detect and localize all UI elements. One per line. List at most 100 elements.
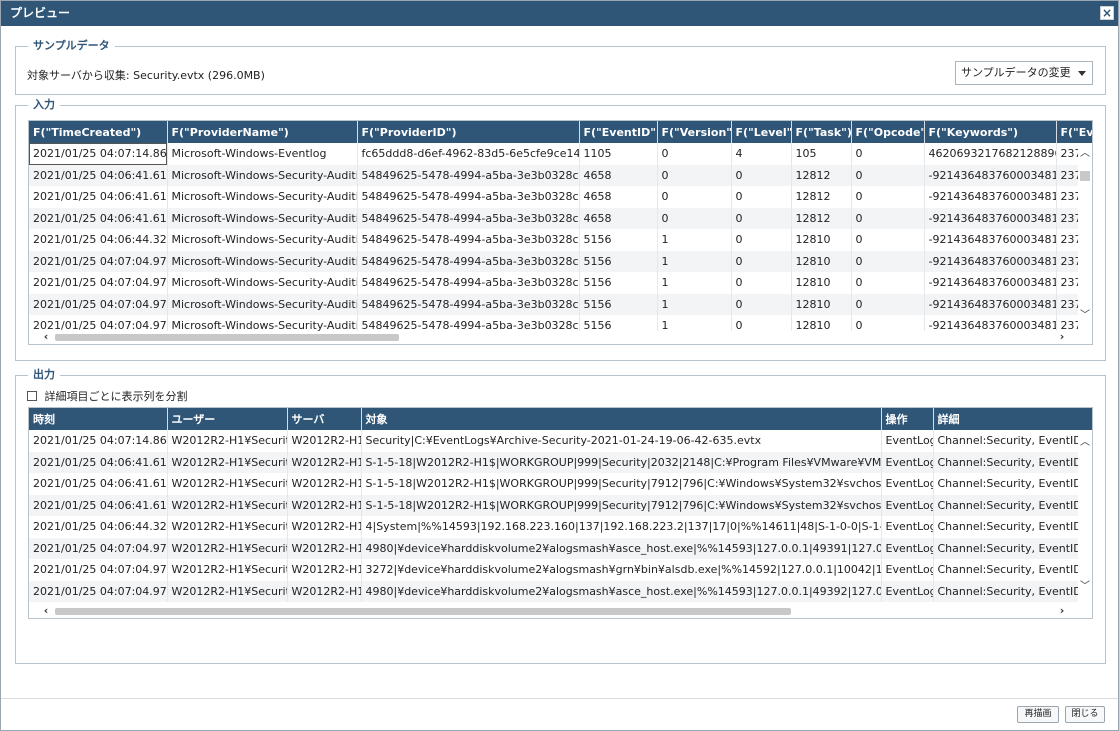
column-header[interactable]: ユーザー — [167, 408, 288, 430]
table-cell[interactable]: S-1-5-18|W2012R2-H1$|WORKGROUP|999|Secur… — [361, 473, 882, 495]
table-cell[interactable]: 0 — [731, 207, 792, 229]
table-cell[interactable]: 4658 — [579, 207, 658, 229]
column-header[interactable]: F("Eve — [1056, 121, 1092, 143]
table-cell[interactable]: W2012R2-H1¥Security — [167, 559, 288, 581]
table-cell[interactable]: W2012R2-H1¥Security — [167, 494, 288, 516]
table-cell[interactable]: 54849625-5478-4994-a5ba-3e3b0328c30d — [357, 164, 580, 186]
column-header[interactable]: 詳細 — [933, 408, 1092, 430]
scroll-down-icon[interactable]: ﹀ — [1080, 581, 1090, 592]
table-row[interactable]: 2021/01/25 04:06:41.611 W2012R2-H1¥Securi… — [29, 451, 1092, 473]
table-cell[interactable]: -9214364837600034816 — [924, 164, 1057, 186]
table-cell[interactable]: 2021/01/25 04:07:14.860 — [29, 430, 168, 452]
table-cell[interactable]: Microsoft-Windows-Security-Auditing — [167, 272, 358, 294]
table-cell[interactable]: 5156 — [579, 272, 658, 294]
table-cell[interactable]: 2021/01/25 04:07:04.979 — [29, 250, 168, 272]
table-cell[interactable]: W2012R2-H1 — [287, 473, 362, 495]
table-cell[interactable]: 3272|¥device¥harddiskvolume2¥alogsmash¥g… — [361, 559, 882, 581]
table-cell[interactable]: -9214364837600034816 — [924, 272, 1057, 294]
table-cell[interactable]: 2021/01/25 04:07:04.979 — [29, 537, 168, 559]
table-cell[interactable]: EventLog — [881, 494, 934, 516]
table-cell[interactable]: 0 — [731, 229, 792, 251]
table-cell[interactable]: Channel:Security, EventID:1 — [933, 430, 1092, 452]
table-cell[interactable]: 4620693217682128896 — [924, 143, 1057, 165]
table-cell[interactable]: 2021/01/25 04:07:14.860 — [29, 143, 168, 165]
table-cell[interactable]: 54849625-5478-4994-a5ba-3e3b0328c30d — [357, 186, 580, 208]
table-row[interactable]: 2021/01/25 04:06:41.612 Microsoft-Windows… — [29, 207, 1092, 229]
table-cell[interactable]: 2021/01/25 04:07:04.979 — [29, 559, 168, 581]
table-cell[interactable]: Channel:Security, EventID:4 — [933, 473, 1092, 495]
close-button[interactable]: 閉じる — [1065, 706, 1105, 723]
table-cell[interactable]: 2021/01/25 04:06:41.612 — [29, 494, 168, 516]
column-header[interactable]: F("ProviderID") — [357, 121, 580, 143]
table-row[interactable]: 2021/01/25 04:06:44.328 W2012R2-H1¥Securi… — [29, 516, 1092, 538]
column-header[interactable]: サーバ — [287, 408, 362, 430]
column-header[interactable]: F("Level") — [731, 121, 792, 143]
table-cell[interactable]: 12810 — [791, 272, 852, 294]
column-header[interactable]: F("Version") — [657, 121, 732, 143]
table-cell[interactable]: S-1-5-18|W2012R2-H1$|WORKGROUP|999|Secur… — [361, 494, 882, 516]
table-row[interactable]: 2021/01/25 04:07:04.979 Microsoft-Windows… — [29, 272, 1092, 294]
column-header[interactable]: 時刻 — [29, 408, 168, 430]
table-cell[interactable]: 1 — [657, 250, 732, 272]
table-cell[interactable]: 0 — [657, 143, 732, 165]
table-cell[interactable]: 2021/01/25 04:06:41.612 — [29, 473, 168, 495]
table-cell[interactable]: W2012R2-H1¥Security — [167, 537, 288, 559]
table-cell[interactable]: 4980|¥device¥harddiskvolume2¥alogsmash¥a… — [361, 537, 882, 559]
table-cell[interactable]: W2012R2-H1 — [287, 430, 362, 452]
table-cell[interactable]: 5156 — [579, 293, 658, 315]
table-cell[interactable]: 0 — [851, 186, 925, 208]
column-header[interactable]: F("Keywords") — [924, 121, 1057, 143]
table-cell[interactable]: 54849625-5478-4994-a5ba-3e3b0328c30d — [357, 207, 580, 229]
scroll-up-icon[interactable]: ︿ — [1080, 437, 1090, 448]
input-vertical-scrollbar[interactable]: ︿ ﹀ — [1078, 143, 1092, 333]
scroll-thumb[interactable] — [55, 334, 399, 341]
table-cell[interactable]: W2012R2-H1 — [287, 494, 362, 516]
column-header[interactable]: F("EventID") — [579, 121, 658, 143]
table-cell[interactable]: 4|System|%%14593|192.168.223.160|137|192… — [361, 516, 882, 538]
table-cell[interactable]: Microsoft-Windows-Security-Auditing — [167, 293, 358, 315]
table-cell[interactable]: 2021/01/25 04:06:44.328 — [29, 229, 168, 251]
table-cell[interactable]: 1 — [657, 272, 732, 294]
table-cell[interactable]: fc65ddd8-d6ef-4962-83d5-6e5cfe9ce148 — [357, 143, 580, 165]
table-cell[interactable]: 0 — [851, 272, 925, 294]
table-cell[interactable]: 4980|¥device¥harddiskvolume2¥alogsmash¥a… — [361, 580, 882, 602]
table-cell[interactable]: -9214364837600034816 — [924, 293, 1057, 315]
split-columns-option[interactable]: 詳細項目ごとに表示列を分割 — [27, 390, 188, 404]
input-horizontal-scrollbar[interactable]: ‹ › — [29, 331, 1092, 344]
table-cell[interactable]: 2021/01/25 04:06:41.611 — [29, 451, 168, 473]
table-cell[interactable]: 0 — [657, 207, 732, 229]
table-cell[interactable]: 0 — [731, 272, 792, 294]
table-cell[interactable]: Security|C:¥EventLogs¥Archive-Security-2… — [361, 430, 882, 452]
redraw-button[interactable]: 再描画 — [1017, 706, 1059, 723]
table-cell[interactable]: 12812 — [791, 164, 852, 186]
split-columns-checkbox[interactable] — [27, 391, 37, 401]
table-cell[interactable]: W2012R2-H1¥Security — [167, 451, 288, 473]
table-cell[interactable]: 4658 — [579, 164, 658, 186]
table-cell[interactable]: 0 — [657, 186, 732, 208]
table-cell[interactable]: W2012R2-H1¥Security — [167, 430, 288, 452]
table-cell[interactable]: Channel:Security, EventID:4 — [933, 494, 1092, 516]
table-cell[interactable]: 0 — [731, 186, 792, 208]
scroll-left-icon[interactable]: ‹ — [43, 604, 49, 617]
table-cell[interactable]: W2012R2-H1 — [287, 516, 362, 538]
table-cell[interactable]: Channel:Security, EventID:5 — [933, 516, 1092, 538]
table-cell[interactable]: 54849625-5478-4994-a5ba-3e3b0328c30d — [357, 272, 580, 294]
table-row[interactable]: 2021/01/25 04:06:41.612 W2012R2-H1¥Securi… — [29, 473, 1092, 495]
output-horizontal-scrollbar[interactable]: ‹ › — [29, 604, 1092, 618]
table-cell[interactable]: Microsoft-Windows-Security-Auditing — [167, 250, 358, 272]
scroll-right-icon[interactable]: › — [1059, 604, 1065, 617]
output-vertical-scrollbar[interactable]: ︿ ﹀ — [1078, 430, 1092, 606]
table-cell[interactable]: 4 — [731, 143, 792, 165]
scroll-up-icon[interactable]: ︿ — [1080, 148, 1090, 159]
table-cell[interactable]: 1 — [657, 293, 732, 315]
table-cell[interactable]: 2021/01/25 04:06:41.611 — [29, 164, 168, 186]
table-cell[interactable]: 0 — [731, 164, 792, 186]
table-cell[interactable]: EventLog — [881, 537, 934, 559]
table-cell[interactable]: -9214364837600034816 — [924, 250, 1057, 272]
table-cell[interactable]: EventLog — [881, 451, 934, 473]
table-row[interactable]: 2021/01/25 04:07:04.979 W2012R2-H1¥Securi… — [29, 537, 1092, 559]
table-cell[interactable]: W2012R2-H1 — [287, 580, 362, 602]
table-cell[interactable]: 0 — [731, 250, 792, 272]
table-cell[interactable]: 12812 — [791, 207, 852, 229]
table-cell[interactable]: 0 — [657, 164, 732, 186]
